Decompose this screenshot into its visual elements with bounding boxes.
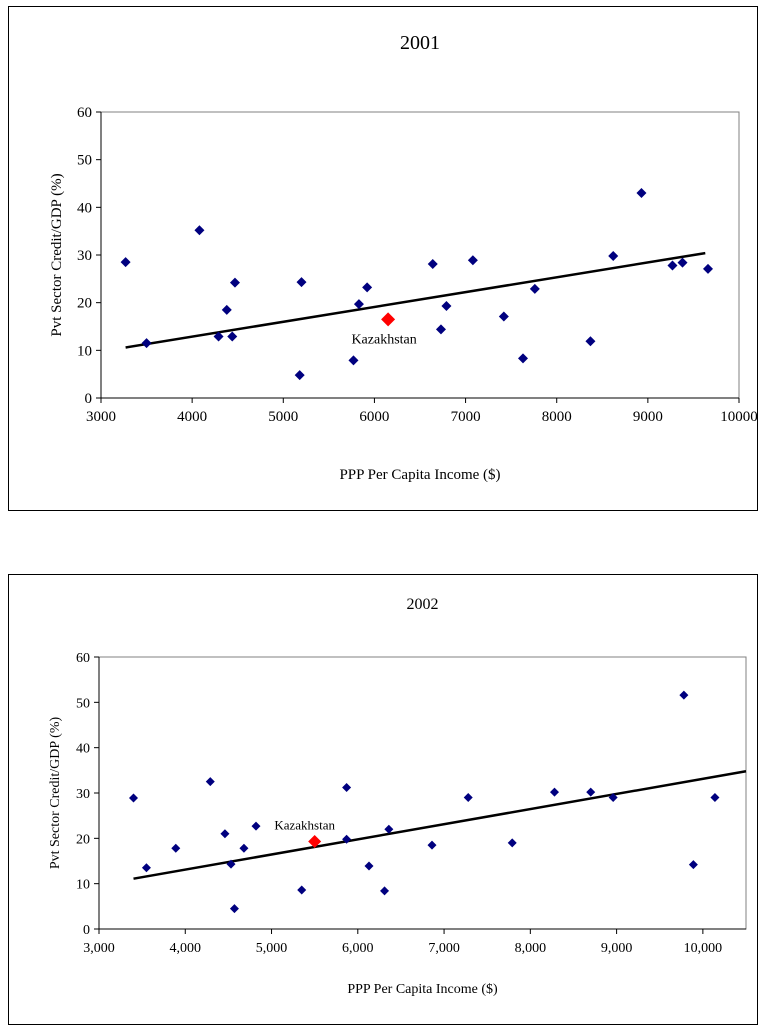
y-tick-label: 50 <box>77 153 92 169</box>
data-point <box>213 331 224 342</box>
data-point <box>710 793 720 803</box>
data-point <box>517 353 528 364</box>
trendline <box>133 770 747 880</box>
y-tick-label: 30 <box>77 248 92 264</box>
x-tick-label: 7000 <box>451 409 481 425</box>
data-point <box>362 282 373 293</box>
x-tick-label: 9000 <box>633 409 663 425</box>
x-tick-label: 10000 <box>720 409 757 425</box>
x-tick-label: 5,000 <box>256 941 288 956</box>
plot-area <box>100 111 740 399</box>
y-tick-label: 60 <box>76 651 90 666</box>
highlight-label: Kazakhstan <box>274 818 335 833</box>
data-point <box>229 904 239 914</box>
y-tick-label: 40 <box>76 742 90 757</box>
data-point <box>120 257 131 268</box>
data-point <box>608 250 619 261</box>
y-tick-label: 0 <box>83 923 90 938</box>
data-point <box>703 263 714 274</box>
data-point <box>380 886 390 896</box>
y-tick-label: 40 <box>77 200 92 216</box>
data-point <box>384 824 394 834</box>
x-tick-label: 10,000 <box>684 941 723 956</box>
chart-title: 2002 <box>407 596 439 613</box>
data-point <box>679 690 689 700</box>
data-point <box>171 843 181 853</box>
x-tick-label: 4,000 <box>170 941 202 956</box>
y-tick-label: 60 <box>77 105 92 121</box>
data-point <box>239 843 249 853</box>
x-tick-label: 7,000 <box>428 941 460 956</box>
chart-2001-panel: 2001 0 10 20 30 40 50 60 3000 4000 5000 6000 7000 800… <box>8 6 758 511</box>
data-point <box>667 260 678 271</box>
data-point <box>427 840 437 850</box>
data-point <box>585 336 596 347</box>
trendline <box>125 251 706 349</box>
data-point <box>463 793 473 803</box>
data-point <box>435 324 446 335</box>
data-point <box>441 301 452 312</box>
y-tick-label: 30 <box>76 787 90 802</box>
data-point <box>194 225 205 236</box>
data-point <box>229 277 240 288</box>
x-tick-label: 8000 <box>542 409 572 425</box>
x-tick-label: 6000 <box>359 409 389 425</box>
data-point <box>353 299 364 310</box>
data-point <box>226 859 236 869</box>
data-point <box>129 793 139 803</box>
chart-title: 2001 <box>400 32 440 54</box>
data-point <box>608 793 618 803</box>
data-point <box>636 188 647 199</box>
data-point <box>529 283 540 294</box>
y-tick-label: 0 <box>85 391 93 407</box>
plot-area <box>98 656 747 930</box>
data-point <box>141 338 152 349</box>
x-tick-label: 3,000 <box>83 941 115 956</box>
x-axis-label: PPP Per Capita Income ($) <box>347 982 498 997</box>
data-point <box>297 885 307 895</box>
data-point <box>205 777 215 787</box>
data-point <box>348 355 359 366</box>
y-tick-label: 20 <box>76 832 90 847</box>
x-tick-label: 8,000 <box>515 941 547 956</box>
y-axis-label: Pvt Sector Credit/GDP (%) <box>49 173 65 336</box>
data-point <box>507 838 517 848</box>
y-tick-label: 10 <box>76 878 90 893</box>
x-tick-label: 9,000 <box>601 941 633 956</box>
x-tick-label: 5000 <box>268 409 298 425</box>
x-tick-label: 4000 <box>177 409 207 425</box>
y-tick-label: 20 <box>77 296 92 312</box>
data-point <box>141 863 151 873</box>
x-tick-label: 3000 <box>86 409 116 425</box>
chart-2002: 2002 0 10 20 30 40 50 60 3,000 4,000 5,000 6,000 7,0… <box>48 596 747 997</box>
chart-2002-panel: 2002 0 10 20 30 40 50 60 3,000 4,000 5,000 6,000 7,0… <box>8 574 758 1025</box>
y-tick-label: 10 <box>77 343 92 359</box>
data-point <box>221 304 232 315</box>
highlight-point-kazakhstan <box>308 835 322 849</box>
data-point <box>342 834 352 844</box>
y-tick-label: 50 <box>76 696 90 711</box>
x-axis-label: PPP Per Capita Income ($) <box>339 467 500 483</box>
data-point <box>677 257 688 268</box>
data-point <box>688 860 698 870</box>
y-axis-label: Pvt Sector Credit/GDP (%) <box>48 717 63 870</box>
data-point <box>251 821 261 831</box>
data-point <box>498 311 509 322</box>
data-point <box>586 787 596 797</box>
x-tick-label: 6,000 <box>342 941 374 956</box>
data-point <box>364 861 374 871</box>
data-point <box>294 370 305 381</box>
data-point <box>549 787 559 797</box>
data-point <box>342 783 352 793</box>
data-point <box>427 259 438 270</box>
data-point <box>296 277 307 288</box>
data-point <box>227 331 238 342</box>
data-point <box>220 829 230 839</box>
highlight-point-kazakhstan <box>381 312 396 327</box>
highlight-label: Kazakhstan <box>351 332 416 347</box>
chart-2001: 2001 0 10 20 30 40 50 60 3000 4000 5000 6000 7000 800… <box>49 32 757 483</box>
data-point <box>467 255 478 266</box>
